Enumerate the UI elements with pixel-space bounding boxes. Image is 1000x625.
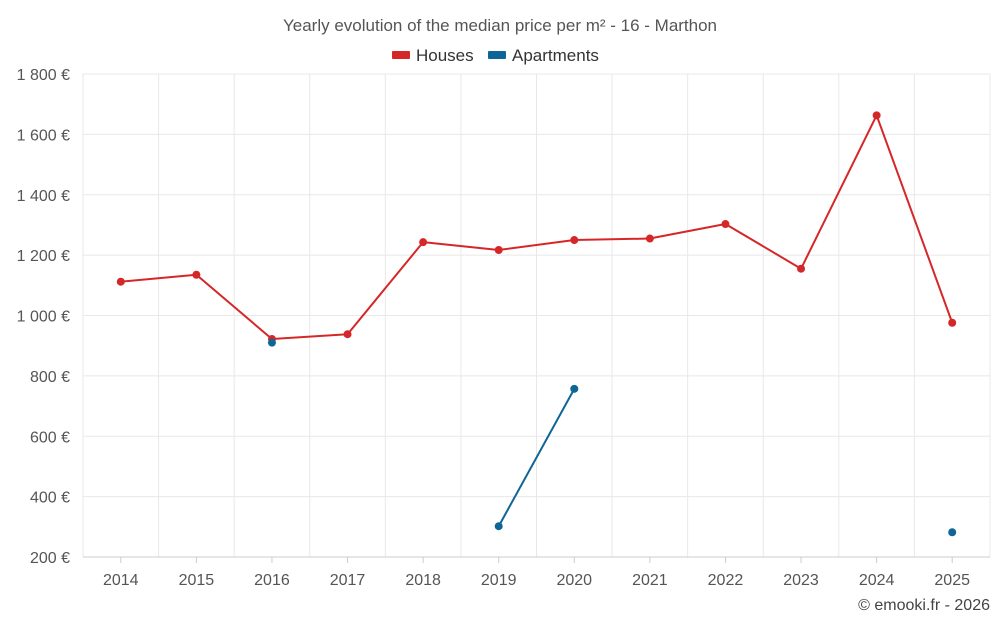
series-apartments	[267, 338, 957, 537]
data-point-houses-2019[interactable]	[494, 245, 503, 254]
x-tick-label: 2019	[481, 572, 517, 589]
x-tick-label: 2025	[934, 572, 970, 589]
data-point-houses-2014[interactable]	[116, 277, 125, 286]
x-tick-label: 2017	[330, 572, 366, 589]
y-tick-label: 1 600 €	[17, 127, 70, 144]
x-tick-label: 2024	[859, 572, 895, 589]
data-point-houses-2022[interactable]	[721, 220, 730, 229]
x-tick-label: 2018	[405, 572, 441, 589]
y-tick-label: 600 €	[30, 429, 70, 446]
x-axis-ticks: 2014 2015 2016 2017 2018 2019 2020 2021 2022 2023…	[103, 557, 970, 589]
series-houses	[116, 111, 957, 344]
grid	[82, 73, 991, 558]
legend-label-houses[interactable]: Houses	[416, 46, 474, 65]
y-tick-label: 200 €	[30, 550, 70, 567]
chart-title: Yearly evolution of the median price per…	[283, 16, 717, 35]
x-tick-label: 2014	[103, 572, 139, 589]
series-layer	[116, 111, 957, 537]
data-point-houses-2025[interactable]	[948, 318, 957, 327]
x-tick-label: 2020	[556, 572, 592, 589]
y-tick-label: 1 000 €	[17, 309, 70, 326]
data-point-apartments-2019[interactable]	[494, 522, 503, 531]
series-line-apartments	[497, 388, 576, 527]
legend-swatch-houses	[392, 51, 410, 59]
data-point-houses-2024[interactable]	[872, 111, 881, 120]
data-point-apartments-2020[interactable]	[570, 384, 579, 393]
data-point-apartments-2016[interactable]	[267, 338, 276, 347]
x-tick-label: 2016	[254, 572, 290, 589]
y-tick-label: 800 €	[30, 369, 70, 386]
copyright-text: © emooki.fr - 2026	[858, 597, 990, 614]
data-point-houses-2020[interactable]	[570, 236, 579, 245]
legend-swatch-apartments	[488, 51, 506, 59]
data-point-houses-2023[interactable]	[797, 264, 806, 273]
data-point-houses-2018[interactable]	[419, 238, 428, 247]
x-tick-label: 2021	[632, 572, 668, 589]
y-tick-label: 1 800 €	[17, 67, 70, 84]
series-line-houses	[120, 114, 954, 341]
x-tick-label: 2022	[708, 572, 744, 589]
legend: Houses Apartments	[392, 46, 599, 65]
data-point-houses-2015[interactable]	[192, 270, 201, 279]
data-point-apartments-2025[interactable]	[948, 528, 957, 537]
data-point-houses-2017[interactable]	[343, 330, 352, 339]
y-axis-ticks: 200 € 400 € 600 € 800 € 1 000 € 1 200 € 1 400 …	[17, 67, 70, 567]
x-tick-label: 2023	[783, 572, 819, 589]
y-tick-label: 400 €	[30, 490, 70, 507]
data-point-houses-2021[interactable]	[645, 234, 654, 243]
y-tick-label: 1 400 €	[17, 188, 70, 205]
legend-label-apartments[interactable]: Apartments	[512, 46, 599, 65]
y-tick-label: 1 200 €	[17, 248, 70, 265]
x-tick-label: 2015	[179, 572, 215, 589]
